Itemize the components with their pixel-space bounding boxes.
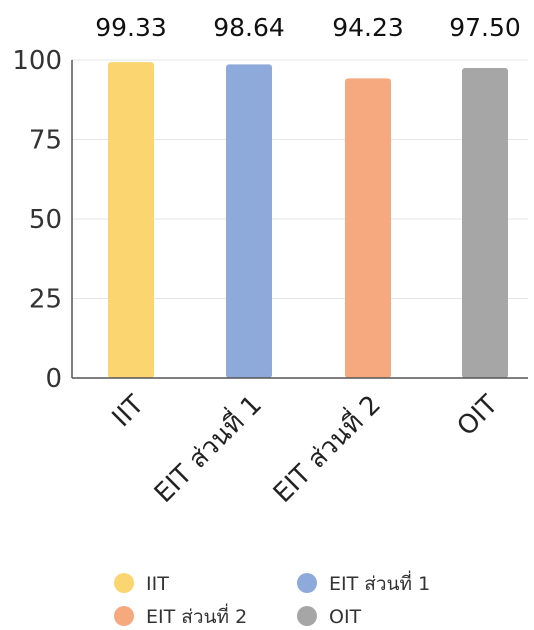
legend-marker [114, 606, 134, 626]
bar [345, 78, 391, 378]
category-label: OIT [452, 390, 504, 442]
bar [226, 64, 272, 378]
data-label: 99.33 [95, 13, 167, 42]
legend-marker [297, 573, 317, 593]
category-label: EIT ส่วนที่ 1 [146, 387, 268, 509]
category-label: EIT ส่วนที่ 2 [265, 387, 387, 509]
data-labels: 99.33 98.64 94.23 97.50 [95, 13, 521, 42]
axes [71, 60, 528, 379]
bar [108, 62, 154, 378]
legend-label: IIT [146, 573, 169, 595]
y-tick-label: 25 [29, 285, 62, 315]
legend-label: OIT [329, 606, 362, 628]
legend-label: EIT ส่วนที่ 1 [329, 570, 430, 595]
category-label: IIT [107, 390, 150, 433]
bar [462, 67, 508, 378]
y-tick-label: 50 [29, 205, 62, 235]
y-tick-label: 100 [12, 46, 62, 76]
data-label: 98.64 [213, 13, 285, 42]
legend: IIT EIT ส่วนที่ 1 EIT ส่วนที่ 2 OIT [114, 570, 430, 628]
y-tick-label: 75 [29, 126, 62, 156]
data-label: 97.50 [449, 13, 521, 42]
legend-label: EIT ส่วนที่ 2 [146, 603, 247, 628]
data-label: 94.23 [332, 13, 404, 42]
y-axis-tick-labels: 0 25 50 75 100 [12, 46, 62, 394]
bars [108, 62, 508, 378]
legend-marker [114, 573, 134, 593]
legend-marker [297, 606, 317, 626]
y-tick-label: 0 [45, 364, 62, 394]
